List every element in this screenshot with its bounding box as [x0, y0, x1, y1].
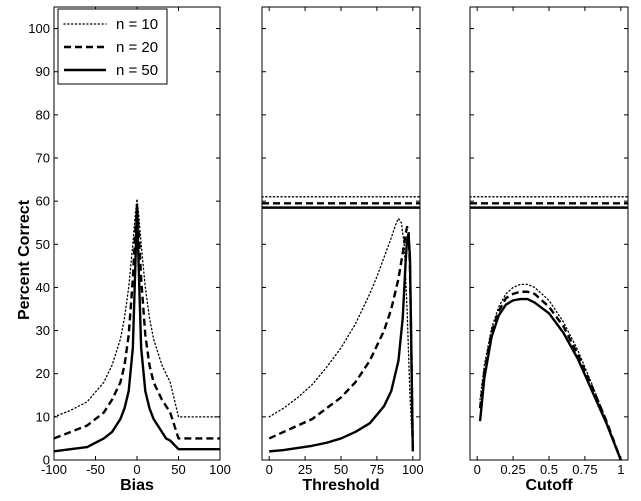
x-tick-label: 0.25 [500, 462, 525, 477]
series-line-n50 [478, 297, 622, 460]
x-tick-label: 0 [474, 462, 481, 477]
y-tick-label: 60 [36, 194, 50, 209]
y-tick-label: 50 [36, 237, 50, 252]
x-tick-label: 0 [266, 462, 273, 477]
x-tick-label: 100 [209, 462, 231, 477]
y-tick-label: 30 [36, 323, 50, 338]
axes-box [261, 6, 421, 461]
series-line-n50 [54, 204, 220, 453]
x-tick-label: -100 [41, 462, 67, 477]
y-tick-label: 90 [36, 64, 50, 79]
axes-box [469, 6, 629, 461]
series-line-n20 [478, 290, 622, 460]
series-line-n10 [479, 283, 622, 460]
x-tick-label: 25 [298, 462, 312, 477]
x-tick-label: 50 [171, 462, 185, 477]
legend-label-n10: n = 10 [116, 16, 158, 33]
series-line-n20 [268, 225, 415, 452]
series-line-n50 [269, 232, 415, 453]
legend: n = 10 n = 20 n = 50 [57, 8, 168, 85]
panel-bias: 0 10 20 30 40 50 60 70 80 90 100 -100 -50 0 50 100 Bias [28, 6, 231, 494]
x-tick-label: 0.5 [540, 462, 558, 477]
x-tick-label: 1 [617, 462, 624, 477]
x-tick-label: -50 [86, 462, 105, 477]
legend-label-n50: n = 50 [116, 62, 158, 79]
panel-threshold: 0 25 50 75 100 Threshold [261, 6, 424, 494]
y-tick-label: 100 [28, 21, 50, 36]
x-tick-label: 75 [370, 462, 384, 477]
x-tick-label: 50 [334, 462, 348, 477]
y-tick-label: 40 [36, 280, 50, 295]
x-axis-label: Cutoff [525, 477, 573, 494]
x-tick-label: 0 [133, 462, 140, 477]
panel-cutoff: 0 0.25 0.5 0.75 1 Cutoff [469, 6, 629, 494]
x-tick-label: 0.75 [572, 462, 597, 477]
plot-area [54, 198, 220, 453]
series-line-n10 [54, 198, 220, 418]
y-tick-label: 10 [36, 409, 50, 424]
y-tick-label: 70 [36, 151, 50, 166]
y-tick-label: 20 [36, 366, 50, 381]
x-tick-label: 100 [402, 462, 424, 477]
y-axis-label: Percent Correct [16, 199, 33, 320]
series-line-n10 [268, 217, 414, 453]
legend-label-n20: n = 20 [116, 39, 158, 56]
y-tick-label: 80 [36, 107, 50, 122]
x-axis-label: Bias [120, 477, 154, 494]
x-axis-label: Threshold [302, 477, 379, 494]
y-tick-label: 0 [43, 453, 50, 468]
plot-area [262, 196, 420, 453]
plot-area [470, 196, 628, 460]
